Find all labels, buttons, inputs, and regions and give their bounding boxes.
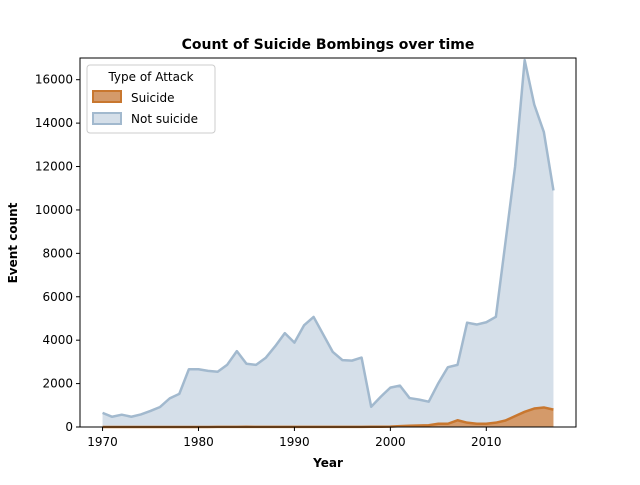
y-tick-label: 8000 — [42, 246, 73, 260]
area-suicide — [102, 407, 554, 427]
y-tick-label: 2000 — [42, 377, 73, 391]
y-tick-label: 0 — [65, 420, 73, 434]
y-tick-label: 6000 — [42, 290, 73, 304]
y-tick-label: 14000 — [35, 116, 73, 130]
x-axis-label: Year — [312, 456, 343, 470]
legend-swatch-suicide — [92, 90, 122, 103]
line-not-suicide — [102, 58, 555, 419]
x-tick-label: 1970 — [87, 435, 118, 449]
legend-title: Type of Attack — [107, 70, 193, 84]
legend-label-not-suicide: Not suicide — [131, 112, 198, 126]
y-axis-label: Event count — [6, 202, 20, 283]
x-tick-label: 1990 — [279, 435, 310, 449]
plot-frame — [79, 57, 577, 428]
x-tick-label: 2000 — [375, 435, 406, 449]
y-tick-label: 16000 — [35, 73, 73, 87]
y-axis: 0 2000 4000 6000 8000 10000 12000 14000 16000 — [35, 73, 80, 434]
legend-swatch-not-suicide — [92, 112, 122, 125]
legend: Type of Attack Suicide Not suicide — [86, 64, 216, 134]
legend-label-suicide: Suicide — [131, 91, 175, 105]
x-tick-label: 2010 — [471, 435, 502, 449]
y-tick-label: 12000 — [35, 160, 73, 174]
area-not-suicide — [102, 60, 554, 428]
x-tick-label: 1980 — [183, 435, 214, 449]
y-tick-label: 10000 — [35, 203, 73, 217]
chart-title: Count of Suicide Bombings over time — [182, 37, 475, 53]
y-tick-label: 4000 — [42, 333, 73, 347]
x-axis: 1970 1980 1990 2000 2010 — [87, 427, 502, 449]
